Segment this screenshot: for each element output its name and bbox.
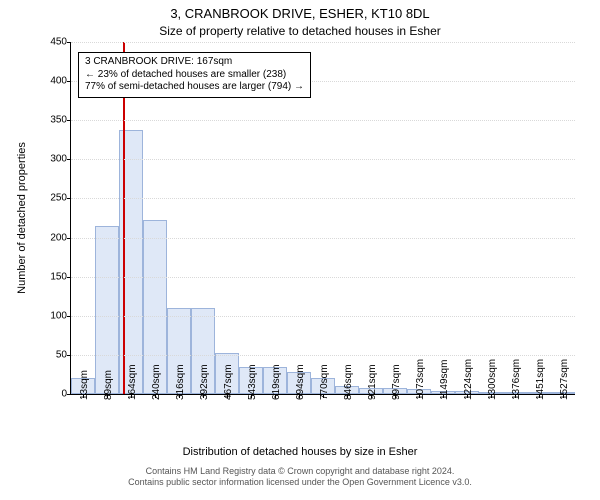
xtick-label: 13sqm [79,370,90,400]
xtick-label: 1073sqm [415,359,426,400]
gridline [71,316,575,317]
ytick-mark [67,394,71,395]
xtick-label: 316sqm [175,364,186,400]
ytick-mark [67,238,71,239]
xtick-label: 846sqm [343,364,354,400]
ytick-label: 250 [50,193,67,204]
annotation-box: 3 CRANBROOK DRIVE: 167sqm← 23% of detach… [78,52,311,98]
xtick-label: 467sqm [223,364,234,400]
chart-container: 3, CRANBROOK DRIVE, ESHER, KT10 8DL Size… [0,0,600,500]
ytick-label: 400 [50,76,67,87]
ytick-label: 50 [56,349,67,360]
xtick-label: 1300sqm [487,359,498,400]
xtick-label: 694sqm [295,364,306,400]
ytick-label: 350 [50,115,67,126]
xtick-label: 392sqm [199,364,210,400]
ytick-label: 200 [50,232,67,243]
ytick-label: 100 [50,310,67,321]
xtick-label: 164sqm [127,364,138,400]
xtick-label: 619sqm [271,364,282,400]
ytick-label: 0 [61,389,67,400]
gridline [71,120,575,121]
xtick-label: 89sqm [103,370,114,400]
xtick-label: 1149sqm [439,360,450,400]
xtick-label: 1224sqm [463,359,474,400]
gridline [71,42,575,43]
gridline [71,198,575,199]
footer-line: Contains public sector information licen… [0,477,600,488]
annotation-line: ← 23% of detached houses are smaller (23… [85,69,304,82]
chart-title: 3, CRANBROOK DRIVE, ESHER, KT10 8DL [0,6,600,21]
x-axis-label: Distribution of detached houses by size … [0,446,600,458]
footer-line: Contains HM Land Registry data © Crown c… [0,466,600,477]
xtick-label: 1376sqm [511,359,522,400]
xtick-label: 1527sqm [559,359,570,400]
ytick-mark [67,159,71,160]
ytick-mark [67,81,71,82]
bar [95,226,119,394]
annotation-line: 3 CRANBROOK DRIVE: 167sqm [85,56,304,69]
chart-subtitle: Size of property relative to detached ho… [0,24,600,38]
y-axis-label: Number of detached properties [16,142,28,294]
gridline [71,355,575,356]
xtick-label: 1451sqm [535,359,546,400]
xtick-label: 921sqm [367,364,378,400]
annotation-line: 77% of semi-detached houses are larger (… [85,81,304,94]
ytick-mark [67,316,71,317]
footer-credits: Contains HM Land Registry data © Crown c… [0,466,600,489]
ytick-mark [67,198,71,199]
xtick-label: 543sqm [247,364,258,400]
gridline [71,238,575,239]
xtick-label: 997sqm [391,364,402,400]
ytick-label: 450 [50,37,67,48]
ytick-mark [67,120,71,121]
gridline [71,159,575,160]
ytick-mark [67,355,71,356]
ytick-mark [67,277,71,278]
xtick-label: 770sqm [319,364,330,400]
ytick-label: 300 [50,154,67,165]
ytick-mark [67,42,71,43]
xtick-label: 240sqm [151,364,162,400]
gridline [71,277,575,278]
ytick-label: 150 [50,271,67,282]
